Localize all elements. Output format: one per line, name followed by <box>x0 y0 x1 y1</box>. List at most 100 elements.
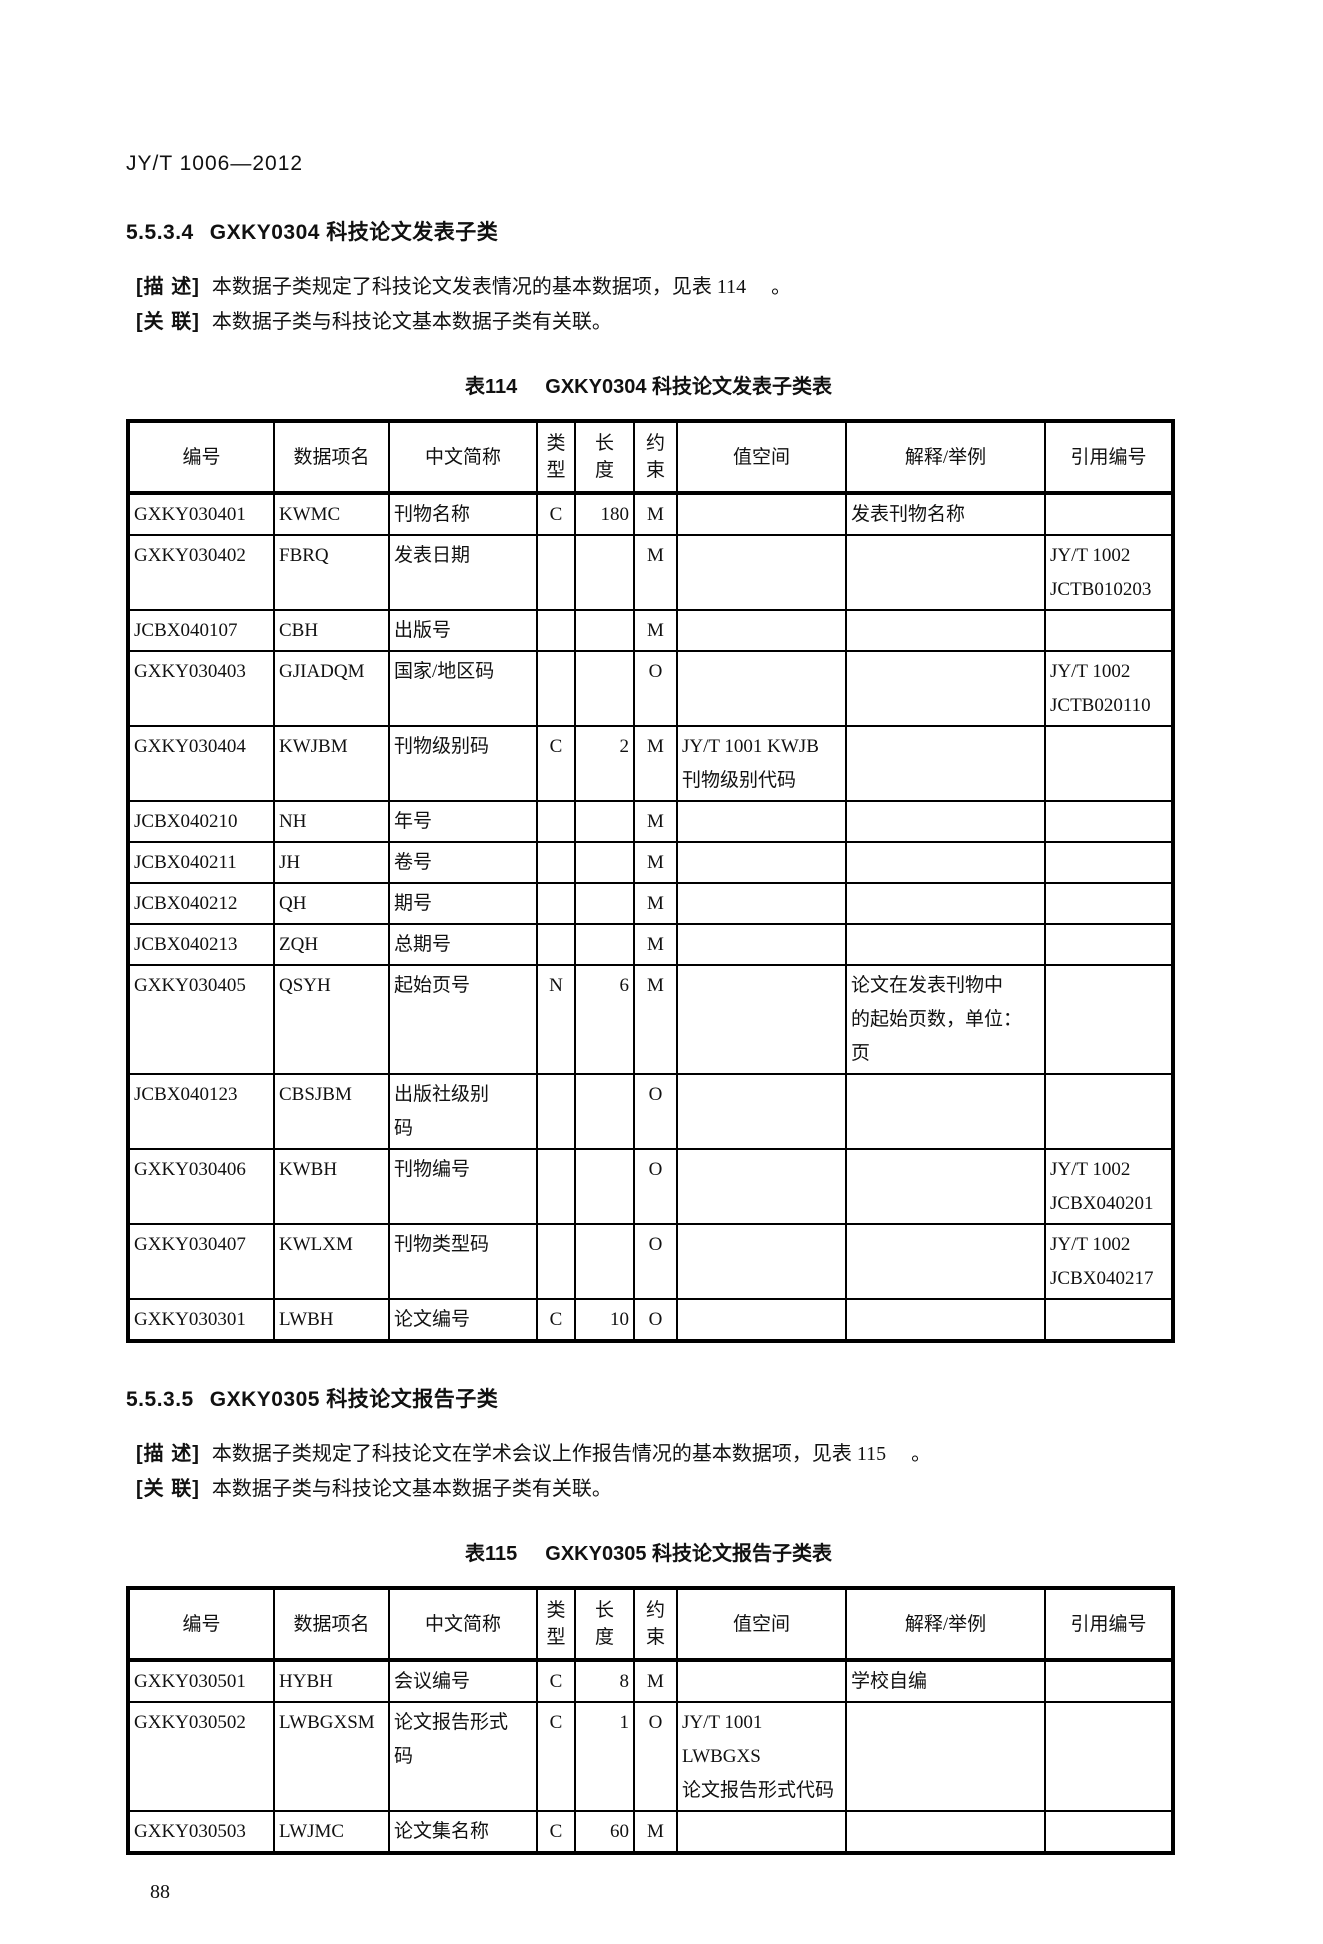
section-title: GXKY0305 科技论文报告子类 <box>209 1388 499 1411</box>
data-table-114: 编号 数据项名 中文简称 类型 长度 约束 值空间 解释/举例 引用编号 GXKY030401 K… <box>126 419 1175 1343</box>
table-cell: M <box>633 1659 678 1703</box>
table-body: GXKY030501 HYBH 会议编号 C 8 M 学校自编 GXKY030502 LWBGX… <box>127 1659 1174 1854</box>
table-cell: JH <box>273 841 390 884</box>
column-header: 约束 <box>633 1587 678 1662</box>
table-cell: KWJBM <box>273 725 390 802</box>
section-number: 5.5.3.5 <box>126 1388 194 1411</box>
table-cell: KWBH <box>273 1148 390 1225</box>
table-row: GXKY030405 QSYH 起始页号 N 6 M 论文在发表刊物中 的起始页数，单位： … <box>127 964 1174 1075</box>
table-row: JCBX040123 CBSJBM 出版社级别 码 O <box>127 1073 1174 1150</box>
relation-label: [关 联] <box>136 1478 200 1500</box>
table-cell <box>676 1223 847 1300</box>
table-cell <box>574 841 635 884</box>
table-number: 表114 <box>465 376 518 398</box>
table-body: GXKY030401 KWMC 刊物名称 C 180 M 发表刊物名称 GXKY030402 F… <box>127 492 1174 1342</box>
table-cell: GXKY030407 <box>127 1223 275 1300</box>
table-cell: GXKY030401 <box>127 492 275 536</box>
table-cell: O <box>633 1701 678 1812</box>
table-cell <box>676 964 847 1075</box>
table-cell: JCBX040123 <box>127 1073 275 1150</box>
table-cell: CBH <box>273 609 390 652</box>
table-cell <box>1044 1659 1174 1703</box>
table-cell <box>574 534 635 611</box>
table-cell: M <box>633 800 678 843</box>
table-cell <box>845 650 1046 727</box>
description-label: [描 述] <box>136 1443 200 1465</box>
column-header: 值空间 <box>676 1587 847 1662</box>
table-cell: JY/T 1002 JCBX040201 <box>1044 1148 1174 1225</box>
column-header: 编号 <box>127 420 275 495</box>
table-cell <box>845 1223 1046 1300</box>
table-cell: O <box>633 1148 678 1225</box>
table-cell: 刊物名称 <box>388 492 538 536</box>
table-row: GXKY030501 HYBH 会议编号 C 8 M 学校自编 <box>127 1659 1174 1703</box>
table-cell <box>1044 609 1174 652</box>
table-cell <box>845 923 1046 966</box>
table-cell: JY/T 1001 LWBGXS 论文报告形式代码 <box>676 1701 847 1812</box>
table-cell: M <box>633 492 678 536</box>
table-cell: C <box>536 1701 576 1812</box>
table-row: GXKY030402 FBRQ 发表日期 M JY/T 1002 JCTB010203 <box>127 534 1174 611</box>
table-cell <box>676 650 847 727</box>
table-cell: 发表刊物名称 <box>845 492 1046 536</box>
table-cell: 6 <box>574 964 635 1075</box>
table-cell <box>536 923 576 966</box>
table-row: GXKY030401 KWMC 刊物名称 C 180 M 发表刊物名称 <box>127 492 1174 536</box>
column-header: 引用编号 <box>1044 420 1174 495</box>
page-number: 88 <box>150 1881 170 1903</box>
table-cell <box>574 1223 635 1300</box>
table-cell: GXKY030404 <box>127 725 275 802</box>
table-cell <box>574 1073 635 1150</box>
data-table-115: 编号 数据项名 中文简称 类型 长度 约束 值空间 解释/举例 引用编号 GXKY030501 H… <box>126 1586 1175 1855</box>
table-caption: 表114 GXKY0304 科技论文发表子类表 <box>126 370 1171 399</box>
table-cell <box>845 882 1046 925</box>
table-cell <box>536 534 576 611</box>
table-row: GXKY030503 LWJMC 论文集名称 C 60 M <box>127 1810 1174 1854</box>
table-cell <box>1044 1810 1174 1854</box>
table-cell: JCBX040210 <box>127 800 275 843</box>
table-cell: M <box>633 534 678 611</box>
table-cell: GXKY030501 <box>127 1659 275 1703</box>
table-cell: QSYH <box>273 964 390 1075</box>
column-header: 值空间 <box>676 420 847 495</box>
table-cell: 会议编号 <box>388 1659 538 1703</box>
column-header: 数据项名 <box>273 420 390 495</box>
table-cell: 总期号 <box>388 923 538 966</box>
table-cell <box>845 1148 1046 1225</box>
section-gxky0305: 5.5.3.5 GXKY0305 科技论文报告子类 [描 述] 本数据子类规定了科技… <box>126 1383 1323 1855</box>
table-cell: 国家/地区码 <box>388 650 538 727</box>
table-cell: 发表日期 <box>388 534 538 611</box>
table-cell: O <box>633 650 678 727</box>
table-cell: JY/T 1001 KWJB 刊物级别代码 <box>676 725 847 802</box>
table-cell: 180 <box>574 492 635 536</box>
table-cell <box>536 1223 576 1300</box>
table-cell <box>845 1701 1046 1812</box>
table-cell: GXKY030403 <box>127 650 275 727</box>
table-cell <box>1044 800 1174 843</box>
table-cell: 1 <box>574 1701 635 1812</box>
table-row: GXKY030407 KWLXM 刊物类型码 O JY/T 1002 JCBX04021… <box>127 1223 1174 1300</box>
table-cell <box>574 800 635 843</box>
table-cell <box>536 882 576 925</box>
table-cell: M <box>633 725 678 802</box>
table-cell: C <box>536 1810 576 1854</box>
table-cell: QH <box>273 882 390 925</box>
table-row: GXKY030403 GJIADQM 国家/地区码 O JY/T 1002 JCTB02… <box>127 650 1174 727</box>
table-cell <box>1044 882 1174 925</box>
table-cell: HYBH <box>273 1659 390 1703</box>
table-cell <box>676 841 847 884</box>
table-cell: 2 <box>574 725 635 802</box>
table-cell: JCBX040107 <box>127 609 275 652</box>
table-cell: M <box>633 882 678 925</box>
table-cell <box>536 841 576 884</box>
relation-text: 本数据子类与科技论文基本数据子类有关联。 <box>211 311 612 333</box>
description-line: [描 述] 本数据子类规定了科技论文在学术会议上作报告情况的基本数据项，见表 11… <box>136 1437 1323 1472</box>
section-intro: [描 述] 本数据子类规定了科技论文发表情况的基本数据项，见表 114 。 [关 … <box>136 270 1323 340</box>
table-cell: JY/T 1002 JCTB020110 <box>1044 650 1174 727</box>
table-cell <box>845 725 1046 802</box>
section-number: 5.5.3.4 <box>126 221 194 244</box>
table-cell: JCBX040212 <box>127 882 275 925</box>
table-cell: M <box>633 964 678 1075</box>
table-header-row: 编号 数据项名 中文简称 类型 长度 约束 值空间 解释/举例 引用编号 <box>127 420 1174 495</box>
